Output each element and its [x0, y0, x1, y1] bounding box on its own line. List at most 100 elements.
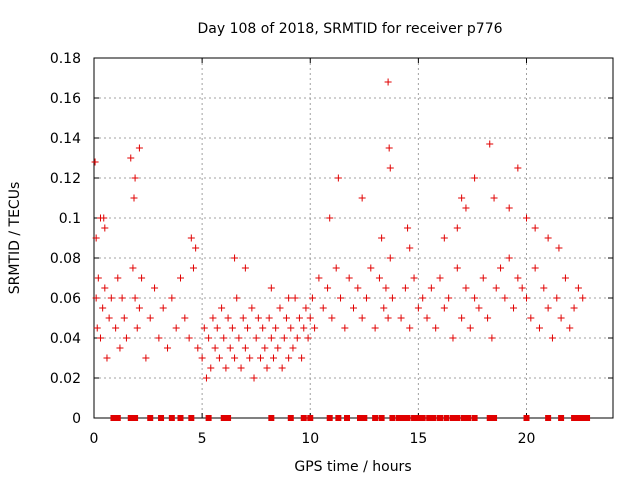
data-point	[241, 344, 249, 352]
data-point	[131, 294, 139, 302]
data-point	[371, 324, 379, 332]
data-point	[350, 304, 357, 312]
data-point	[235, 334, 243, 342]
data-point	[293, 334, 301, 342]
data-point	[523, 214, 530, 222]
data-point	[233, 294, 241, 302]
data-point	[378, 234, 386, 242]
data-point	[386, 254, 394, 262]
y-tick-label: 0.02	[50, 371, 81, 387]
zero-data-point	[110, 415, 117, 421]
x-axis-label: GPS time / hours	[294, 459, 411, 475]
data-point	[328, 314, 336, 322]
y-tick-label: 0.18	[50, 51, 81, 67]
data-point	[135, 144, 143, 152]
data-point	[488, 334, 496, 342]
data-point	[300, 324, 308, 332]
data-point	[177, 274, 184, 282]
data-point	[205, 334, 213, 342]
data-point	[280, 334, 288, 342]
y-tick-label: 0.1	[59, 211, 81, 227]
data-point	[226, 344, 234, 352]
data-point	[252, 334, 260, 342]
data-point	[358, 194, 366, 202]
data-point	[453, 264, 461, 272]
zero-data-point	[389, 415, 396, 421]
data-point	[540, 284, 548, 292]
data-point	[544, 234, 552, 242]
data-point	[574, 284, 582, 292]
zero-data-point	[545, 415, 552, 421]
zero-data-point	[558, 415, 565, 421]
data-point	[557, 314, 565, 322]
data-point	[103, 354, 111, 362]
zero-data-point	[579, 415, 586, 421]
data-point	[207, 364, 215, 372]
data-point	[358, 314, 366, 322]
zero-data-point	[415, 415, 422, 421]
zero-data-point	[188, 415, 195, 421]
data-point	[397, 314, 405, 322]
data-point	[544, 304, 552, 312]
data-point	[497, 264, 505, 272]
data-point	[385, 144, 393, 152]
data-point	[471, 174, 479, 182]
data-point	[553, 294, 561, 302]
data-point	[518, 284, 526, 292]
data-point	[410, 274, 418, 282]
data-point	[189, 264, 197, 272]
data-point	[116, 344, 124, 352]
data-point	[278, 364, 286, 372]
zero-data-point	[127, 415, 134, 421]
data-point	[287, 324, 295, 332]
data-point	[224, 314, 232, 322]
zero-data-point	[356, 415, 363, 421]
data-point	[261, 344, 269, 352]
data-point	[436, 274, 444, 282]
data-point	[490, 194, 498, 202]
data-point	[308, 294, 316, 302]
zero-data-point	[426, 415, 433, 421]
data-point	[386, 164, 394, 172]
data-point	[375, 274, 383, 282]
data-point	[200, 324, 208, 332]
zero-data-point	[114, 415, 121, 421]
data-point	[94, 274, 102, 282]
zero-data-point	[168, 415, 175, 421]
data-point	[93, 324, 101, 332]
data-point	[475, 304, 483, 312]
data-point	[99, 304, 107, 312]
zero-data-point	[378, 415, 385, 421]
zero-data-point	[158, 415, 165, 421]
data-point	[192, 244, 200, 252]
data-point	[248, 304, 256, 312]
data-point	[341, 324, 349, 332]
zero-data-point	[575, 415, 582, 421]
data-point	[239, 314, 247, 322]
data-point	[289, 344, 297, 352]
x-tick-label: 5	[198, 431, 207, 447]
zero-data-point	[268, 415, 275, 421]
data-point	[185, 334, 193, 342]
data-point	[211, 344, 219, 352]
data-point	[244, 324, 252, 332]
data-point	[380, 304, 388, 312]
data-point	[561, 274, 569, 282]
data-point	[501, 294, 509, 302]
data-point	[285, 294, 293, 302]
data-point	[146, 314, 154, 322]
zero-data-point	[404, 415, 411, 421]
data-point	[354, 284, 362, 292]
zero-data-point	[471, 415, 478, 421]
data-point	[151, 284, 159, 292]
data-point	[445, 294, 453, 302]
zero-data-point	[177, 415, 184, 421]
data-point	[382, 284, 390, 292]
data-point	[198, 354, 206, 362]
data-point	[155, 334, 163, 342]
data-point	[130, 194, 138, 202]
zero-data-point	[443, 415, 450, 421]
data-point	[263, 364, 271, 372]
